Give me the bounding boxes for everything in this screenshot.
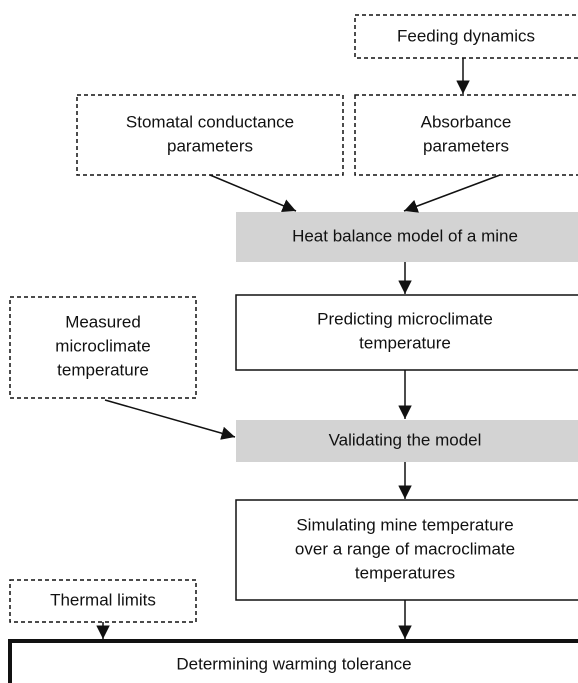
box-feeding [354, 14, 578, 59]
arrow [403, 174, 501, 213]
node-label: Absorbance [421, 112, 512, 131]
box-stomatal [76, 94, 344, 176]
node-label: Predicting microclimate [317, 309, 493, 328]
node-label: Simulating mine temperature [296, 515, 513, 534]
node-label: temperature [57, 360, 149, 379]
box-measured [9, 296, 197, 399]
box-simulating [235, 499, 578, 601]
node-label: parameters [423, 136, 509, 155]
box-validating [236, 420, 578, 462]
node-label: Thermal limits [50, 590, 156, 609]
arrow [104, 399, 236, 440]
box-determining [8, 639, 578, 683]
node-label: over a range of macroclimate [295, 539, 515, 558]
node-label: Determining warming tolerance [176, 654, 411, 673]
box-heat-balance [236, 212, 578, 262]
box-predicting [235, 294, 578, 371]
node-label: Measured [65, 312, 141, 331]
node-label: Feeding dynamics [397, 26, 535, 45]
box-thermal [9, 579, 197, 623]
node-label: temperatures [355, 563, 455, 582]
node-label: Validating the model [329, 430, 482, 449]
node-label: Stomatal conductance [126, 112, 294, 131]
node-label: Heat balance model of a mine [292, 226, 518, 245]
node-label: temperature [359, 333, 451, 352]
node-label: microclimate [55, 336, 150, 355]
node-label: parameters [167, 136, 253, 155]
arrow [209, 174, 297, 213]
box-absorbance [354, 94, 578, 176]
